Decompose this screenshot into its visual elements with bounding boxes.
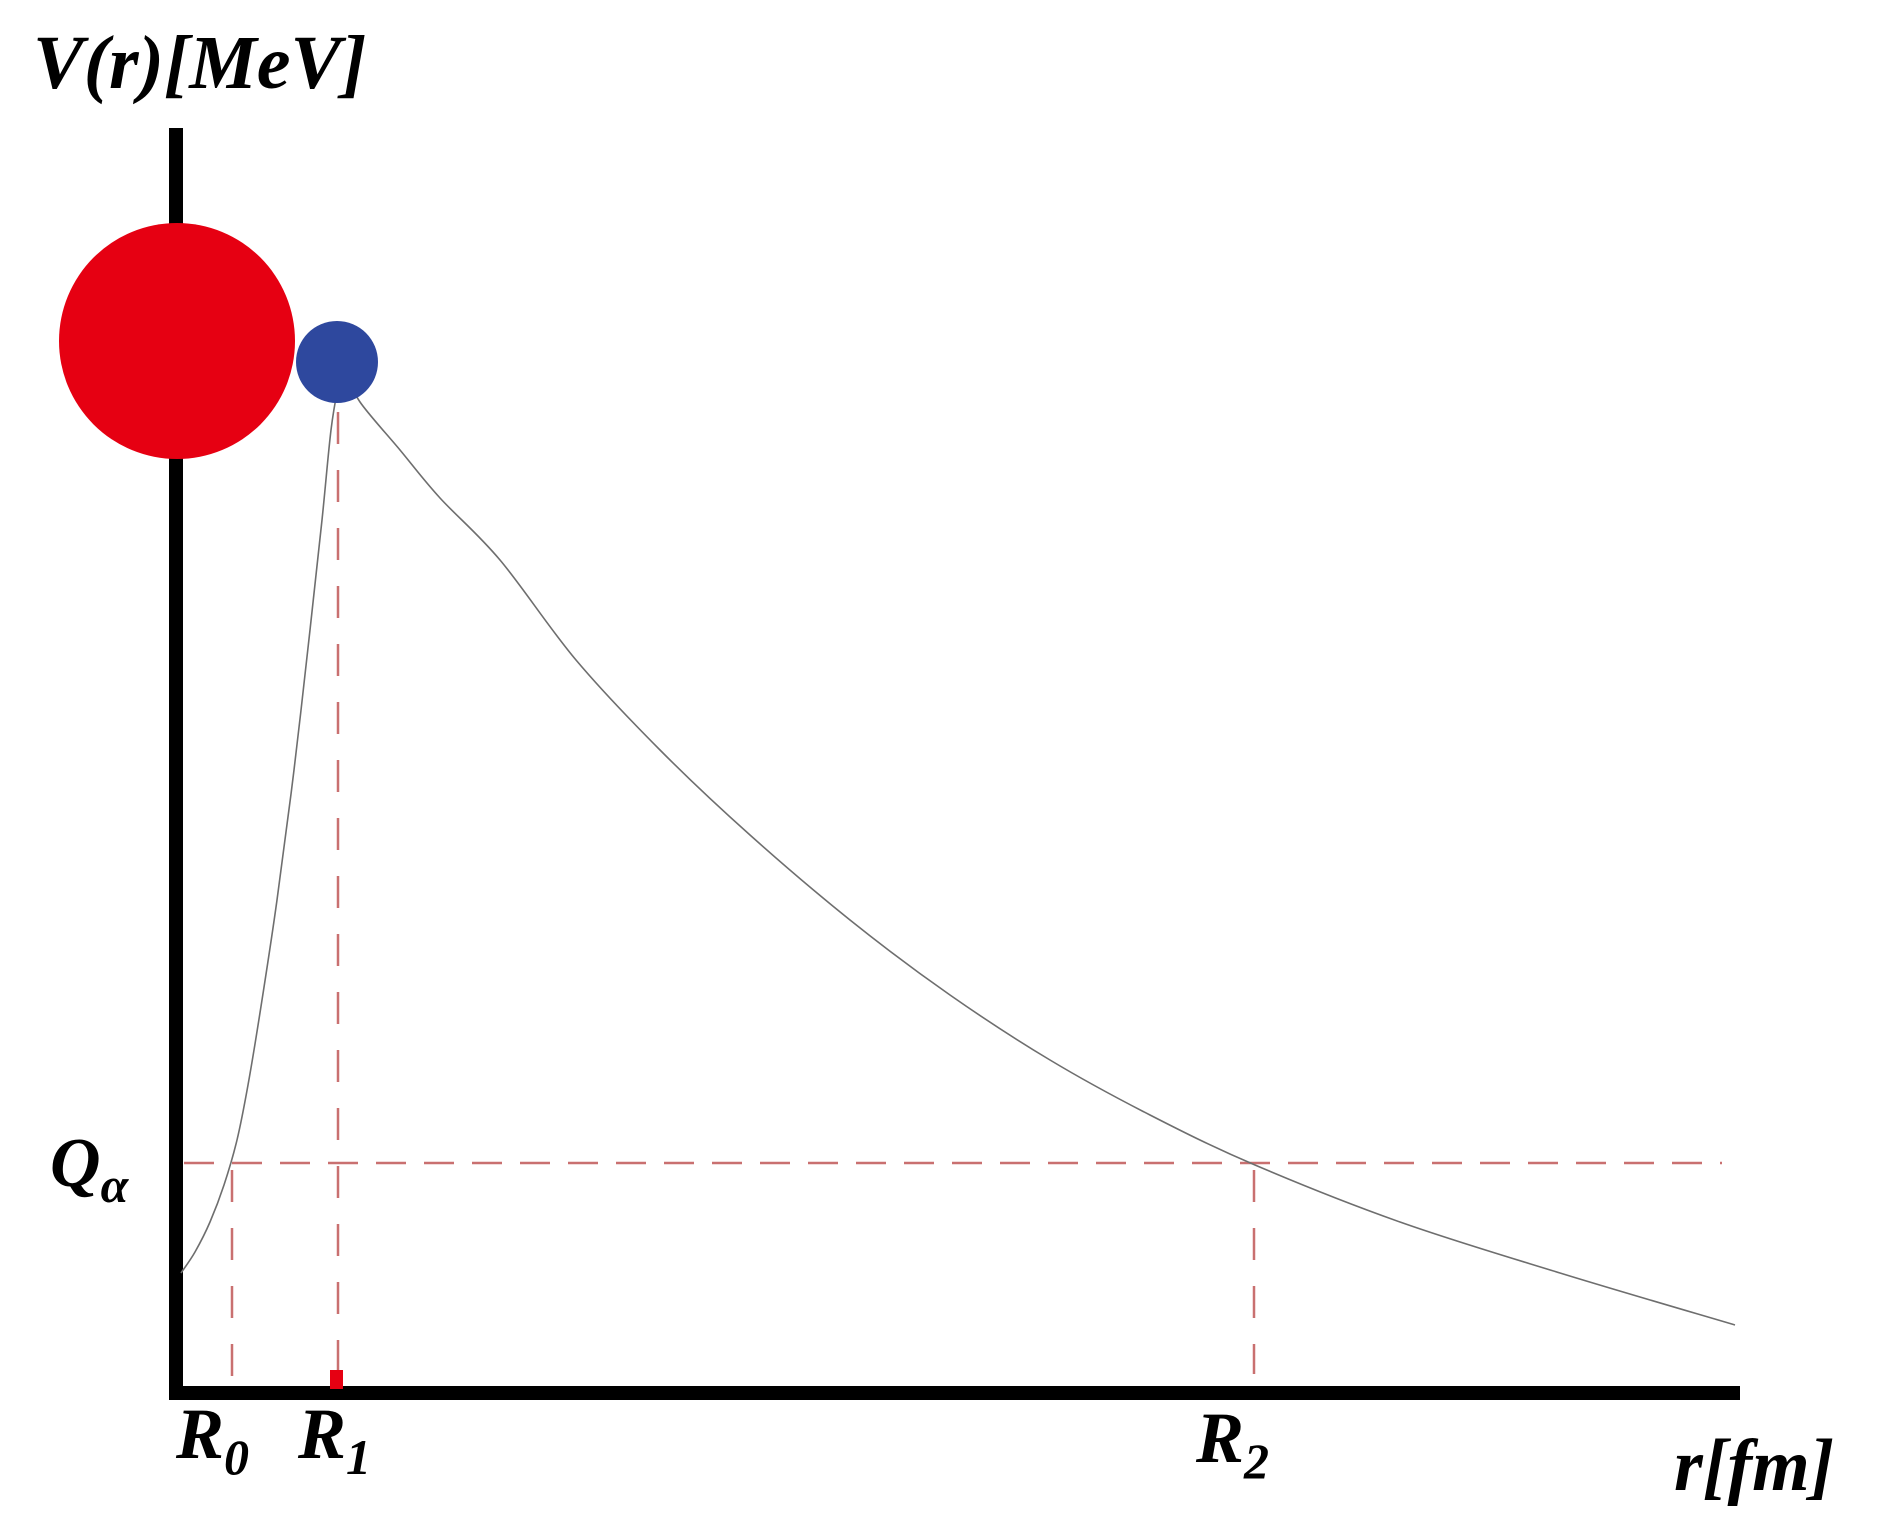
- x-axis-line: [169, 1386, 1740, 1400]
- alpha-particle-circle: [296, 321, 378, 403]
- potential-curve: [180, 357, 1736, 1326]
- r0-label: R0: [175, 1394, 249, 1485]
- x-axis-label: r[fm]: [1674, 1425, 1834, 1507]
- y-axis-label: V(r)[MeV]: [33, 21, 367, 105]
- q-alpha-label: Qα: [50, 1125, 130, 1213]
- r2-label: R2: [1195, 1398, 1269, 1489]
- r1-label: R1: [297, 1394, 371, 1485]
- parent-nucleus-circle: [59, 223, 295, 459]
- r1-axis-tick: [330, 1370, 343, 1389]
